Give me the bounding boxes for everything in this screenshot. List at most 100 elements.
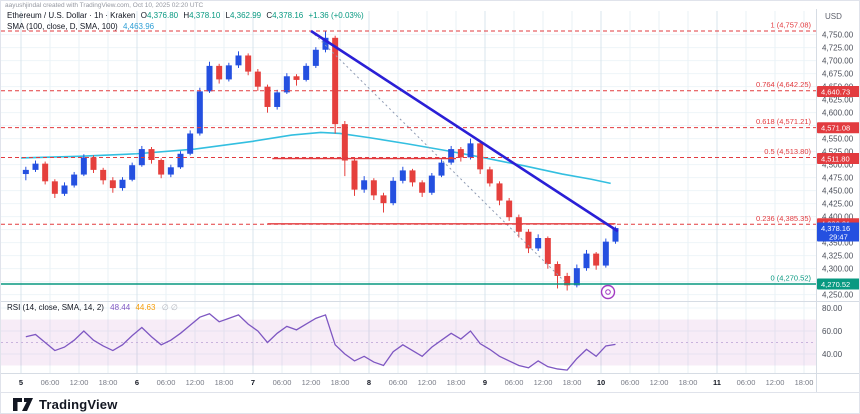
candle-body xyxy=(100,169,107,181)
rsi-band xyxy=(1,319,816,366)
price-axis[interactable]: 4,750.004,725.004,700.004,675.004,650.00… xyxy=(822,30,854,358)
price-tick-label: 4,550.00 xyxy=(822,134,854,143)
candle-body xyxy=(283,76,290,93)
time-tick-label: 18:00 xyxy=(795,378,814,387)
price-line-label xyxy=(817,278,859,290)
rsi-tick-label: 40.00 xyxy=(822,350,843,359)
time-tick-label: 6 xyxy=(135,378,139,387)
high-value: 4,378.10 xyxy=(189,11,221,20)
rsi-tick-label: 60.00 xyxy=(822,327,843,336)
candle-body xyxy=(477,143,484,170)
price-tick-label: 4,750.00 xyxy=(822,30,854,39)
price-tick-label: 4,500.00 xyxy=(822,160,854,169)
time-tick-label: 12:00 xyxy=(650,378,669,387)
price-tick-label: 4,350.00 xyxy=(822,238,854,247)
time-tick-label: 12:00 xyxy=(766,378,785,387)
candle-body xyxy=(293,76,300,80)
attribution-text: aayushjindal created with TradingView.co… xyxy=(5,2,204,9)
candle-body xyxy=(225,65,232,80)
sma-line xyxy=(20,131,611,185)
time-axis[interactable]: 5 06:00 12:00 18:00 6 06:00 12:00 18:00 7 06:00 12… xyxy=(19,378,813,387)
price-tick-label: 4,325.00 xyxy=(822,251,854,260)
fib-level-label: 0.236 (4,385.35) xyxy=(756,214,812,223)
rsi-legend[interactable]: RSI (14, close, SMA, 14, 2) 48.44 44.63 … xyxy=(7,303,178,312)
candle-body xyxy=(602,241,609,266)
price-line-label xyxy=(817,122,859,134)
fib-level-label: 1 (4,757.08) xyxy=(771,21,812,30)
price-tick-label: 4,625.00 xyxy=(822,95,854,104)
candle-body xyxy=(254,71,261,87)
candle-body xyxy=(129,165,136,180)
fib-level-label: 0.764 (4,642.25) xyxy=(756,80,812,89)
candle-body xyxy=(42,163,49,182)
bar-countdown-text: 29:47 xyxy=(829,233,848,242)
close-label: C xyxy=(266,11,273,20)
candle-body xyxy=(109,180,116,189)
rsi-value: 48.44 xyxy=(110,303,131,312)
time-tick-label: 12:00 xyxy=(302,378,321,387)
time-tick-label: 18:00 xyxy=(99,378,118,387)
grid-layer xyxy=(1,11,816,373)
candle-body xyxy=(216,65,223,80)
symbol-legend[interactable]: Ethereum / U.S. Dollar · 1h · Kraken O4,… xyxy=(7,11,364,20)
current-price-label xyxy=(817,222,859,242)
time-tick-label: 7 xyxy=(251,378,255,387)
sma-legend[interactable]: SMA (100, close, D, SMA, 100) 4,463.96 xyxy=(7,22,154,31)
candle-body xyxy=(51,181,58,194)
time-tick-label: 06:00 xyxy=(41,378,60,387)
price-tick-label: 4,425.00 xyxy=(822,199,854,208)
price-tick-label: 4,525.00 xyxy=(822,147,854,156)
candle-body xyxy=(448,149,455,163)
price-tick-label: 4,475.00 xyxy=(822,173,854,182)
time-tick-label: 18:00 xyxy=(331,378,350,387)
price-tick-label: 4,675.00 xyxy=(822,69,854,78)
rsi-hidden-values: ∅ ∅ xyxy=(161,303,178,312)
candle-body xyxy=(506,200,513,218)
fib-level-label: 0 (4,270.52) xyxy=(771,274,812,283)
fib-level-label: 0.5 (4,513.80) xyxy=(764,147,811,156)
candle-body xyxy=(486,169,493,184)
time-tick-label: 12:00 xyxy=(418,378,437,387)
candle-body xyxy=(467,143,474,158)
price-line-label xyxy=(817,153,859,165)
candle-body xyxy=(564,275,571,286)
candle-body xyxy=(61,185,68,194)
time-tick-label: 06:00 xyxy=(389,378,408,387)
price-tick-label: 4,250.00 xyxy=(822,290,854,299)
open-value: 4,376.80 xyxy=(146,11,179,20)
candle-body xyxy=(245,55,252,72)
candle-body xyxy=(235,55,242,66)
candle-body xyxy=(80,157,87,175)
candle-body xyxy=(303,65,310,80)
candle-body xyxy=(351,160,358,190)
candle-body xyxy=(554,264,561,276)
tradingview-logo[interactable]: TradingView xyxy=(13,397,118,412)
change-value: +1.36 (+0.03%) xyxy=(308,11,364,20)
price-tick-label: 4,450.00 xyxy=(822,186,854,195)
fib-level-label: 0.618 (4,571.21) xyxy=(756,117,812,126)
candle-body xyxy=(167,167,174,175)
candle-body xyxy=(593,253,600,266)
candle-body xyxy=(196,91,203,134)
time-tick-label: 12:00 xyxy=(186,378,205,387)
symbol-title: Ethereum / U.S. Dollar · 1h · Kraken xyxy=(7,11,136,20)
sma-label: SMA (100, close, D, SMA, 100) xyxy=(7,22,118,31)
candle-body xyxy=(187,133,194,154)
tradingview-logo-text: TradingView xyxy=(39,397,118,412)
candle-body xyxy=(206,65,213,92)
rsi-line xyxy=(25,313,616,371)
trendline xyxy=(310,29,619,233)
candle-layer xyxy=(22,31,619,291)
price-line-label-text: 4,571.08 xyxy=(821,124,850,133)
candle-body xyxy=(264,86,271,107)
candle-body xyxy=(438,162,445,176)
close-value: 4,378.16 xyxy=(272,11,304,20)
price-line-label-text: 4,640.73 xyxy=(821,87,850,96)
candle-body xyxy=(22,169,29,175)
candle-body xyxy=(380,195,387,204)
rsi-ma-value: 44.63 xyxy=(135,303,156,312)
price-line-label-text: 4,270.52 xyxy=(821,280,850,289)
price-axis-currency: USD xyxy=(825,12,842,21)
chart-canvas[interactable]: 1 (4,757.08) 0.764 (4,642.25) 0.618 (4,571… xyxy=(1,1,860,392)
